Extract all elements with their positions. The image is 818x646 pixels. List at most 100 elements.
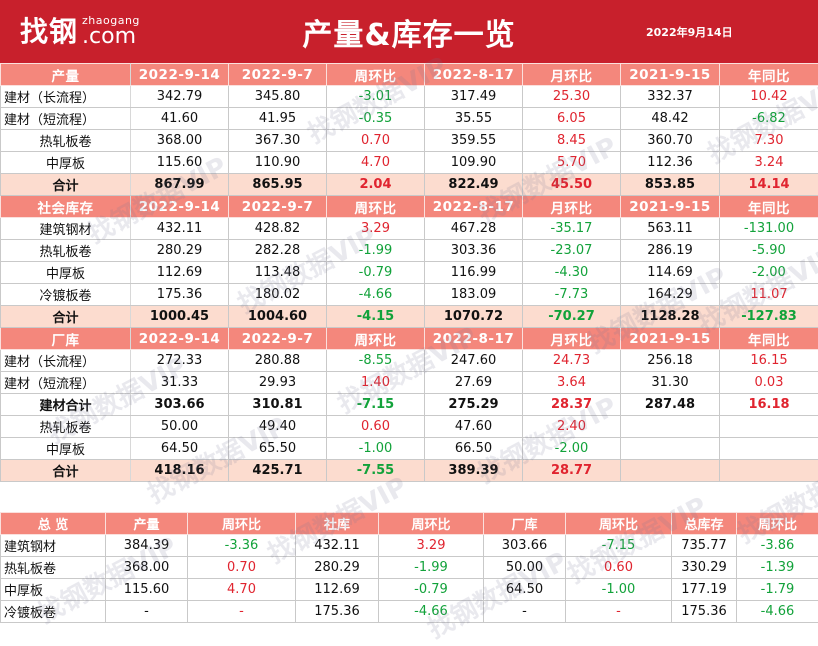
change-cell: -4.15 — [327, 306, 425, 328]
value-cell — [621, 416, 720, 438]
overview-title: 总 览 — [1, 513, 106, 535]
value-cell: 175.36 — [672, 601, 737, 623]
value-cell: 50.00 — [484, 557, 566, 579]
value-cell: 27.69 — [425, 372, 523, 394]
change-cell: 0.60 — [566, 557, 672, 579]
change-cell: -3.86 — [737, 535, 818, 557]
change-cell: -4.66 — [327, 284, 425, 306]
report-date: 2022年9月14日 — [646, 24, 733, 40]
change-cell — [720, 438, 818, 460]
section-title: 厂库 — [1, 328, 131, 350]
row-label: 中厚板 — [1, 438, 131, 460]
row-label: 热轧板卷 — [1, 416, 131, 438]
change-cell: - — [566, 601, 672, 623]
value-cell: 31.33 — [131, 372, 229, 394]
column-header: 周环比 — [327, 196, 425, 218]
change-cell: 0.70 — [188, 557, 296, 579]
row-label: 中厚板 — [1, 579, 106, 601]
column-header: 2021-9-15 — [621, 328, 720, 350]
change-cell: -1.99 — [379, 557, 484, 579]
change-cell: -23.07 — [523, 240, 621, 262]
change-cell: 45.50 — [523, 174, 621, 196]
value-cell: 332.37 — [621, 86, 720, 108]
value-cell: 183.09 — [425, 284, 523, 306]
change-cell: -1.39 — [737, 557, 818, 579]
value-cell: 29.93 — [229, 372, 327, 394]
column-header: 周环比 — [379, 513, 484, 535]
change-cell: 11.07 — [720, 284, 818, 306]
overview-row: 冷镀板卷--175.36-4.66--175.36-4.66 — [1, 601, 818, 623]
value-cell: 282.28 — [229, 240, 327, 262]
value-cell: 368.00 — [131, 130, 229, 152]
value-cell: 418.16 — [131, 460, 229, 482]
column-header: 2022-9-7 — [229, 64, 327, 86]
column-header: 年同比 — [720, 64, 818, 86]
change-cell: 0.70 — [327, 130, 425, 152]
change-cell: 28.77 — [523, 460, 621, 482]
value-cell: 280.88 — [229, 350, 327, 372]
row-label: 建材（短流程） — [1, 372, 131, 394]
column-header: 月环比 — [523, 64, 621, 86]
change-cell: 4.70 — [188, 579, 296, 601]
change-cell: -4.30 — [523, 262, 621, 284]
column-header: 2022-9-7 — [229, 328, 327, 350]
value-cell: 272.33 — [131, 350, 229, 372]
change-cell: -3.36 — [188, 535, 296, 557]
row-label: 建材合计 — [1, 394, 131, 416]
change-cell: -1.00 — [566, 579, 672, 601]
change-cell — [720, 460, 818, 482]
value-cell: 330.29 — [672, 557, 737, 579]
change-cell — [720, 416, 818, 438]
change-cell: -7.15 — [566, 535, 672, 557]
column-header: 年同比 — [720, 196, 818, 218]
value-cell: 287.48 — [621, 394, 720, 416]
change-cell: -0.79 — [327, 262, 425, 284]
value-cell: 389.39 — [425, 460, 523, 482]
change-cell: 6.05 — [523, 108, 621, 130]
column-header: 2022-9-14 — [131, 328, 229, 350]
value-cell: 31.30 — [621, 372, 720, 394]
value-cell: 115.60 — [106, 579, 188, 601]
value-cell: 64.50 — [131, 438, 229, 460]
value-cell: - — [484, 601, 566, 623]
column-header: 2022-9-14 — [131, 196, 229, 218]
row-label: 冷镀板卷 — [1, 284, 131, 306]
row-label: 热轧板卷 — [1, 130, 131, 152]
column-header: 2022-8-17 — [425, 64, 523, 86]
value-cell: 368.00 — [106, 557, 188, 579]
row-label: 建筑钢材 — [1, 218, 131, 240]
change-cell: 3.64 — [523, 372, 621, 394]
change-cell: -6.82 — [720, 108, 818, 130]
value-cell: 865.95 — [229, 174, 327, 196]
change-cell: -1.00 — [327, 438, 425, 460]
change-cell: 1.40 — [327, 372, 425, 394]
column-header: 年同比 — [720, 328, 818, 350]
column-header: 周环比 — [737, 513, 818, 535]
value-cell: 109.90 — [425, 152, 523, 174]
row-label: 合计 — [1, 306, 131, 328]
section-title: 社会库存 — [1, 196, 131, 218]
row-label: 建材（长流程） — [1, 350, 131, 372]
change-cell: 2.04 — [327, 174, 425, 196]
column-header: 2021-9-15 — [621, 196, 720, 218]
column-header: 2022-9-14 — [131, 64, 229, 86]
change-cell: 14.14 — [720, 174, 818, 196]
row-label: 热轧板卷 — [1, 557, 106, 579]
value-cell: 41.95 — [229, 108, 327, 130]
row-label: 合计 — [1, 460, 131, 482]
value-cell: 112.69 — [131, 262, 229, 284]
value-cell: 49.40 — [229, 416, 327, 438]
value-cell: 64.50 — [484, 579, 566, 601]
